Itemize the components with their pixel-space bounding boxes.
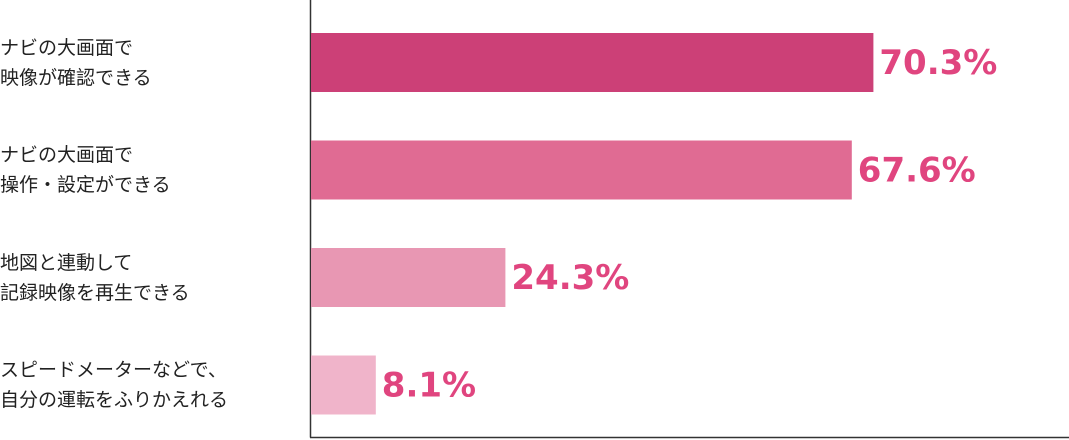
bar bbox=[311, 355, 376, 415]
value-label: 8.1% bbox=[382, 366, 476, 406]
value-label: 24.3% bbox=[511, 258, 629, 298]
bar bbox=[311, 140, 852, 200]
category-label: 地図と連動して 記録映像を再生できる bbox=[0, 251, 190, 304]
value-label: 67.6% bbox=[858, 151, 976, 191]
category-label: ナビの大画面で 映像が確認できる bbox=[0, 36, 152, 89]
category-label: ナビの大画面で 操作・設定ができる bbox=[0, 144, 171, 196]
bar bbox=[311, 33, 874, 92]
bar bbox=[311, 248, 506, 307]
value-label: 70.3% bbox=[879, 43, 997, 83]
category-label: スピードメーターなどで、 自分の運転をふりかえれる bbox=[0, 359, 229, 411]
